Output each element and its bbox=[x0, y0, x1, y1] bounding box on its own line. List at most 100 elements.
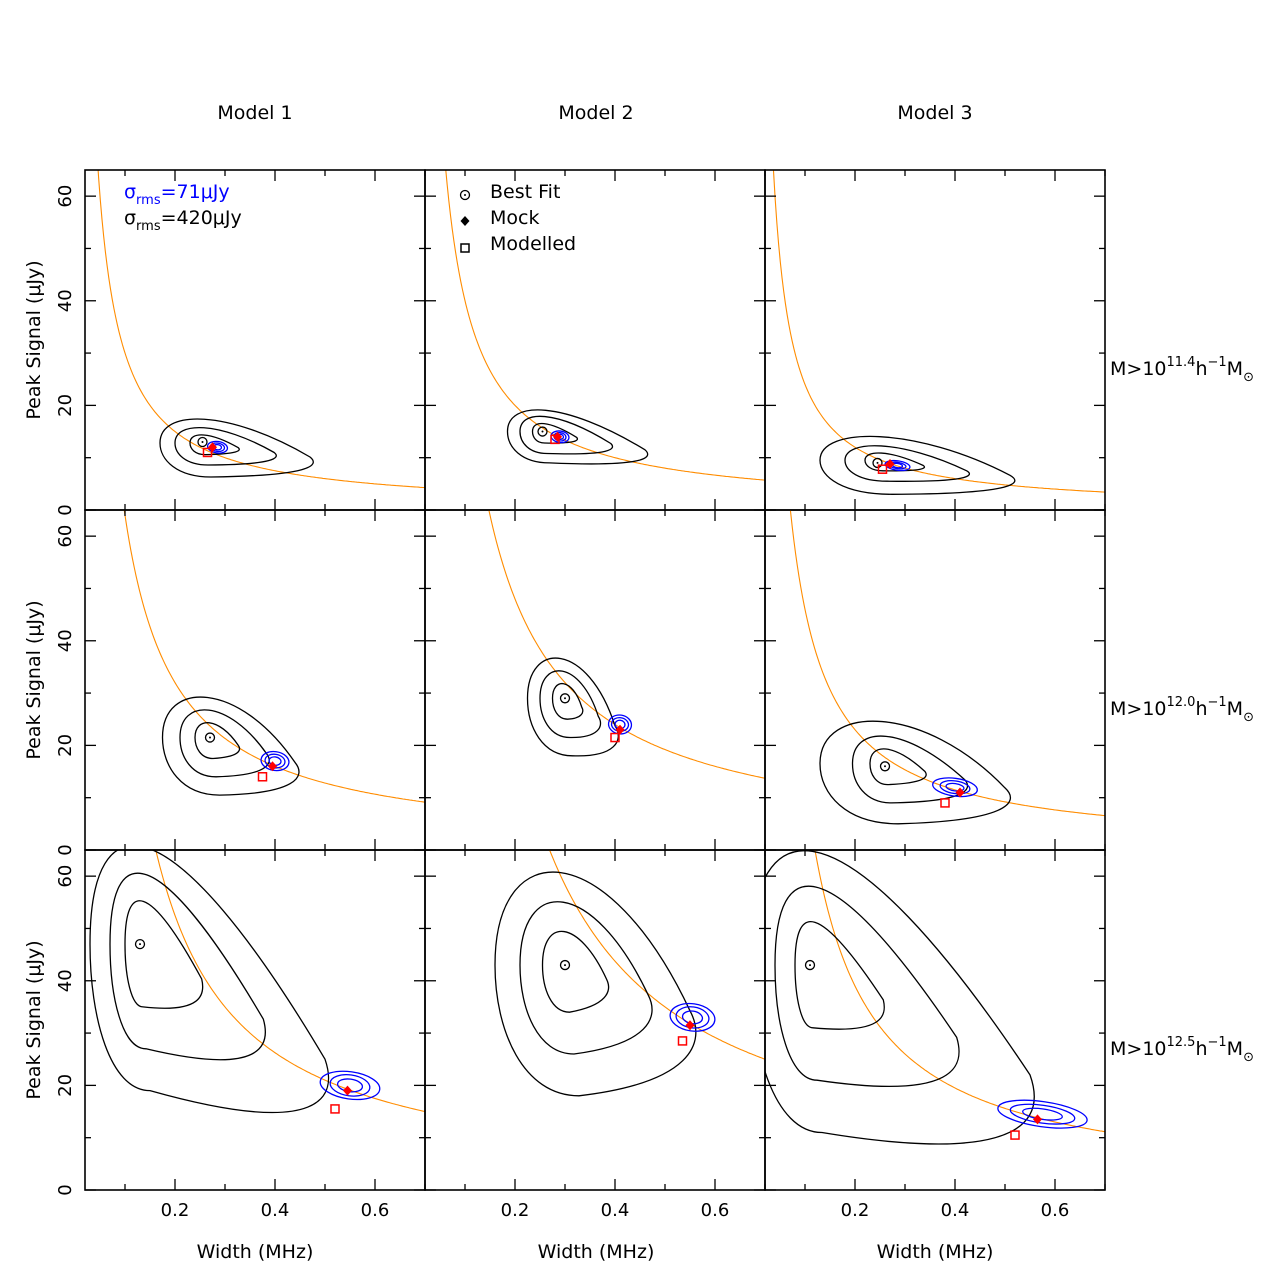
mock-marker bbox=[268, 761, 277, 772]
mock-marker bbox=[1033, 1114, 1042, 1125]
best-fit-marker bbox=[804, 959, 816, 971]
black-contour-3 bbox=[159, 418, 314, 478]
black-contour-1 bbox=[124, 900, 204, 1009]
y-tick-label: 60 bbox=[55, 525, 76, 548]
panel-plot-area bbox=[494, 850, 765, 1097]
mock-marker bbox=[955, 787, 965, 798]
modelled-marker bbox=[877, 464, 888, 474]
panel-frame bbox=[764, 849, 1106, 1191]
panel-plot-area bbox=[789, 510, 1105, 825]
row-label-mass-12-5: M>1012.5h−1M⊙ bbox=[1110, 1035, 1254, 1065]
modelled-legend-icon bbox=[460, 243, 470, 253]
black-contour-2 bbox=[179, 709, 270, 778]
blue-contour-3 bbox=[669, 1002, 716, 1032]
y-tick-label: 60 bbox=[55, 865, 76, 888]
best-fit-marker bbox=[559, 959, 571, 971]
panel-r3-c2: 0.2 0.4 0.6 bbox=[424, 849, 766, 1221]
black-contour-3 bbox=[506, 409, 649, 465]
blue-contour-3 bbox=[884, 459, 911, 472]
x-tick-label: 0.2 bbox=[841, 1200, 870, 1221]
black-contour-1 bbox=[194, 722, 241, 760]
legend-mock-label: Mock bbox=[490, 207, 539, 229]
x-tick-label: 0.4 bbox=[941, 1200, 970, 1221]
best-fit-marker bbox=[134, 939, 146, 950]
black-contour-1 bbox=[189, 434, 240, 456]
mock-marker bbox=[343, 1085, 352, 1096]
x-tick-label: 0.4 bbox=[261, 1200, 290, 1221]
y-tick-label: 60 bbox=[55, 185, 76, 208]
panel-plot-area bbox=[765, 850, 1105, 1145]
degeneracy-curve bbox=[97, 170, 425, 489]
y-tick-label: 40 bbox=[55, 629, 76, 652]
best-fit-marker-dot bbox=[809, 964, 811, 967]
mock-marker bbox=[615, 724, 625, 735]
column-title-model-1: Model 1 bbox=[217, 102, 292, 124]
panel-plot-area bbox=[89, 850, 425, 1114]
best-fit-marker-dot bbox=[541, 430, 544, 433]
black-contour-3 bbox=[161, 696, 300, 796]
black-contour-3 bbox=[765, 850, 1035, 1145]
x-tick-label: 0.2 bbox=[161, 1200, 190, 1221]
y-tick-label: 0 bbox=[55, 504, 76, 515]
blue-contour-3 bbox=[206, 440, 229, 454]
ylabel-row-2: Peak Signal (μJy) bbox=[23, 600, 45, 759]
blue-contour-3 bbox=[319, 1070, 381, 1101]
y-tick-label: 0 bbox=[55, 1184, 76, 1195]
black-contour-3 bbox=[819, 720, 1012, 825]
modelled-marker bbox=[330, 1104, 340, 1114]
blue-contour-1 bbox=[945, 782, 965, 792]
y-tick-label: 0 bbox=[55, 844, 76, 855]
modelled-marker bbox=[1010, 1130, 1020, 1140]
best-fit-marker-dot bbox=[564, 697, 566, 700]
y-tick-label: 20 bbox=[55, 394, 76, 417]
black-contour-2 bbox=[174, 427, 277, 466]
row-label-mass-11-4: M>1011.4h−1M⊙ bbox=[1110, 355, 1254, 385]
best-fit-marker bbox=[559, 693, 571, 704]
best-fit-marker-dot bbox=[876, 461, 879, 464]
black-contour-3 bbox=[89, 850, 330, 1114]
black-contour-2 bbox=[539, 670, 602, 739]
panel-r2-c3 bbox=[764, 509, 1106, 851]
degeneracy-curve bbox=[488, 510, 765, 779]
y-tick-label: 20 bbox=[55, 1074, 76, 1097]
mock-marker bbox=[685, 1020, 695, 1031]
modelled-marker bbox=[202, 447, 213, 458]
best-fit-marker bbox=[197, 436, 208, 448]
black-contour-1 bbox=[864, 452, 925, 472]
row-label-mass-12-0: M>1012.0h−1M⊙ bbox=[1110, 695, 1254, 725]
xlabel-col-1: Width (MHz) bbox=[197, 1241, 314, 1263]
x-tick-label: 0.6 bbox=[361, 1200, 390, 1221]
blue-contour-3 bbox=[260, 750, 290, 772]
best-fit-marker-dot bbox=[209, 736, 211, 739]
blue-contour-2 bbox=[939, 780, 971, 795]
black-contour-1 bbox=[531, 422, 579, 444]
black-contour-2 bbox=[519, 415, 614, 455]
panel-plot-area bbox=[97, 170, 425, 489]
xlabel-col-2: Width (MHz) bbox=[538, 1241, 655, 1263]
degeneracy-curve bbox=[155, 850, 425, 1113]
legend-noise-420: σrms=420μJy bbox=[124, 207, 242, 234]
panel-plot-area bbox=[445, 170, 765, 481]
mock-marker bbox=[885, 458, 895, 469]
y-tick-label: 20 bbox=[55, 734, 76, 757]
legend-mock: Mock bbox=[460, 207, 539, 229]
panel-plot-area bbox=[488, 510, 765, 779]
black-contour-1 bbox=[551, 682, 584, 720]
panel-r3-c1: 0.2 0.4 0.6 0 20 40 60 bbox=[55, 849, 426, 1221]
modelled-marker bbox=[610, 732, 620, 743]
column-title-model-2: Model 2 bbox=[558, 102, 633, 124]
black-contour-1 bbox=[541, 930, 610, 1013]
blue-contour-3 bbox=[932, 777, 978, 798]
degeneracy-curve bbox=[123, 510, 425, 803]
panel-plot-area bbox=[123, 510, 425, 803]
x-tick-label: 0.2 bbox=[501, 1200, 530, 1221]
x-tick-label: 0.6 bbox=[701, 1200, 730, 1221]
blue-contour-2 bbox=[1009, 1103, 1076, 1125]
black-contour-2 bbox=[851, 735, 969, 804]
best-fit-legend-dot bbox=[464, 194, 466, 196]
x-tick-label: 0.6 bbox=[1041, 1200, 1070, 1221]
best-fit-marker-dot bbox=[564, 964, 566, 967]
best-fit-marker bbox=[872, 457, 883, 469]
y-tick-label: 40 bbox=[55, 969, 76, 992]
